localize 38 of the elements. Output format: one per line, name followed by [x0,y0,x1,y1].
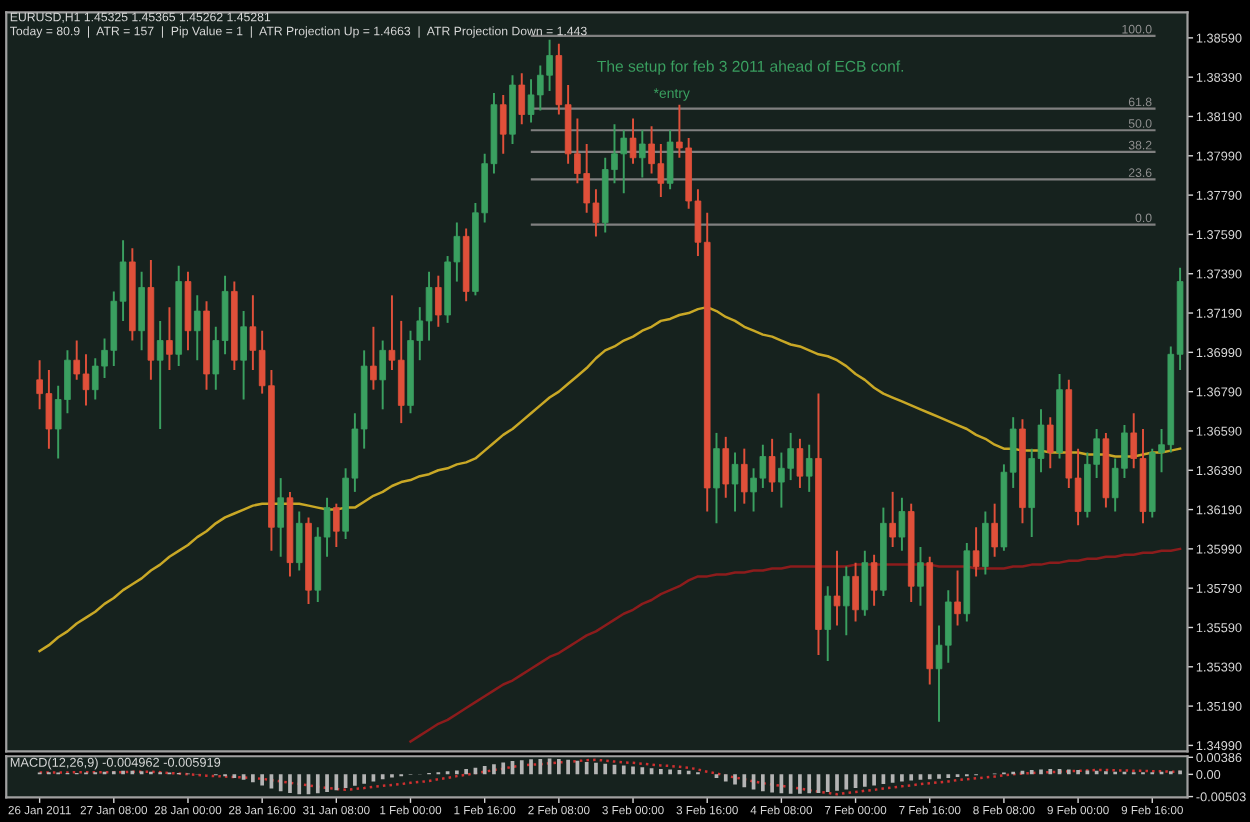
candlestick [805,443,813,493]
candlestick [917,545,924,607]
candlestick [954,569,961,627]
candlestick [138,270,145,352]
candlestick [833,549,841,627]
candlestick [898,496,906,552]
candlestick [379,339,386,411]
candlestick [731,451,739,513]
candlestick [193,294,201,362]
candlestick [861,549,869,617]
candlestick [499,93,507,155]
candlestick [713,431,720,525]
candlestick [972,526,980,578]
candlestick [629,117,637,165]
candlestick [333,502,340,548]
candlestick [277,477,284,558]
candlestick [435,274,442,328]
candlestick [240,310,247,401]
candlestick [370,325,377,391]
candlestick [666,129,674,191]
candlestick [889,490,896,548]
candlestick [1046,416,1054,470]
candlestick [518,72,526,126]
candlestick [295,510,303,572]
candlestick [156,319,164,430]
candlestick [991,502,998,558]
candlestick [741,447,748,505]
candlestick [870,553,878,607]
candlestick [982,510,989,576]
candlestick [768,437,776,493]
candlestick [166,306,173,371]
candlestick [796,437,804,489]
candlestick [843,565,850,637]
candlestick [639,129,646,179]
candlestick [852,561,859,623]
candlestick [722,435,730,499]
candlestick [824,585,832,662]
line-series [38,305,1182,653]
